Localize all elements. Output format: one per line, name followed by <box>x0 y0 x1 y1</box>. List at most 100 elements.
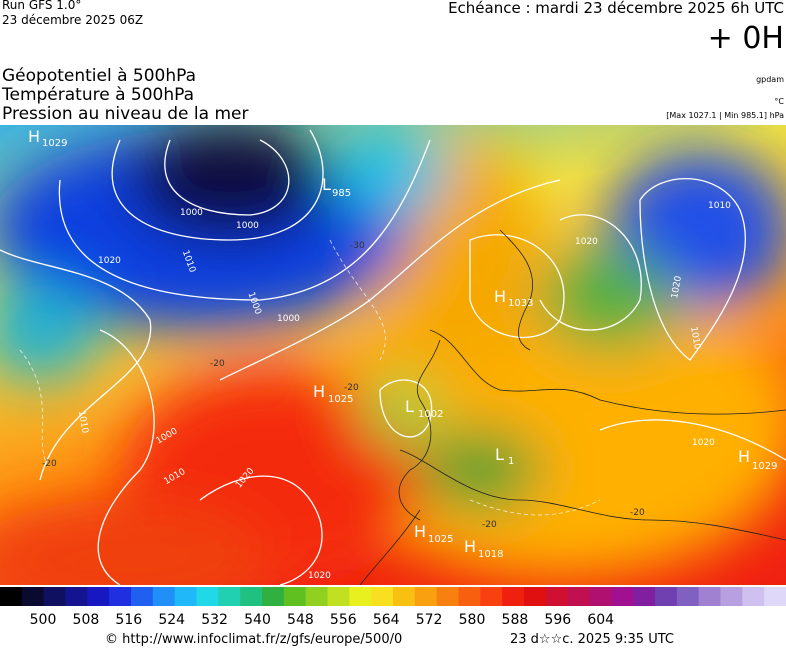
center-value: 1033 <box>508 298 533 309</box>
colorbar-swatch <box>152 587 176 606</box>
colorbar-swatch <box>327 587 350 606</box>
colorbar-swatch <box>545 587 569 606</box>
colorbar-label: 588 <box>502 612 529 628</box>
colorbar-label: 596 <box>544 612 571 628</box>
colorbar-swatch <box>65 587 88 606</box>
temperature-label: -20 <box>210 359 225 369</box>
colorbar-swatch <box>174 587 197 606</box>
temperature-label: -20 <box>344 383 359 393</box>
center-value: 1029 <box>42 138 67 149</box>
forecast-offset: + 0H <box>708 21 784 56</box>
isobar-label: 1000 <box>180 208 203 218</box>
colorbar-label: 572 <box>416 612 443 628</box>
map <box>0 125 786 585</box>
center-value: 1002 <box>418 409 443 420</box>
center-type: H <box>494 287 506 306</box>
isobar-label: 1010 <box>708 201 731 211</box>
pressure-centers: H 1029 L 985 H 1033 H 1025 L 1002 L 1 H … <box>28 127 777 560</box>
colorbar-swatch <box>371 587 394 606</box>
colorbar-label: 548 <box>287 612 314 628</box>
colorbar-swatch <box>218 587 241 606</box>
isobar-label: 1000 <box>277 314 300 324</box>
legend-line: Pression au niveau de la mer <box>2 104 248 124</box>
isobar-label: 1000 <box>236 221 259 231</box>
center-type: L <box>495 445 504 464</box>
colorbar-swatch <box>436 587 459 606</box>
temperature-label: -30 <box>350 241 365 251</box>
center-type: L <box>322 175 331 194</box>
unit: [Max 1027.1 | Min 985.1] hPa <box>666 111 784 120</box>
colorbar-swatch <box>87 587 110 606</box>
colorbar-swatch <box>43 587 66 606</box>
isobar-label: 1020 <box>575 237 598 247</box>
colorbar-swatch <box>589 587 612 606</box>
temperature-label: -20 <box>630 508 645 518</box>
colorbar-swatch <box>524 587 547 606</box>
colorbar-swatch <box>196 587 219 606</box>
colorbar-swatch <box>240 587 263 606</box>
colorbar-swatch <box>611 587 634 606</box>
colorbar-swatch <box>676 587 700 606</box>
center-type: H <box>738 447 750 466</box>
isobar-label: 1010 <box>688 326 702 351</box>
center-value: 1025 <box>428 534 453 545</box>
run-label: Run GFS 1.0° <box>2 0 81 12</box>
center-type: H <box>28 127 40 146</box>
temperature-label: -20 <box>482 520 497 530</box>
colorbar-label: 532 <box>201 612 228 628</box>
isobar-label: 1010 <box>76 410 90 435</box>
colorbar-labels: 500 508 516 524 532 540 548 556 564 572 580 588 596 6… <box>30 612 615 628</box>
legend-line: Température à 500hPa <box>1 85 194 105</box>
unit: gpdam <box>756 75 784 84</box>
colorbar-label: 540 <box>244 612 271 628</box>
center-value: 1025 <box>328 394 353 405</box>
colorbar-swatch <box>480 587 503 606</box>
colorbar-label: 564 <box>373 612 400 628</box>
colorbar-label: 516 <box>115 612 142 628</box>
isobar-label: 1020 <box>98 256 121 266</box>
colorbar-swatch <box>393 587 416 606</box>
colorbar-swatch <box>21 587 45 606</box>
timestamp: 23 d☆☆c. 2025 9:35 UTC <box>510 632 674 647</box>
colorbar-swatch <box>458 587 481 606</box>
colorbar-swatch <box>0 587 23 606</box>
center-value: 1029 <box>752 461 777 472</box>
colorbar-swatch <box>720 587 743 606</box>
colorbar-label: 500 <box>30 612 57 628</box>
source-url: © http://www.infoclimat.fr/z/gfs/europe/… <box>105 632 402 647</box>
colorbar-swatch <box>109 587 132 606</box>
colorbar-label: 508 <box>73 612 100 628</box>
colorbar-swatch <box>655 587 678 606</box>
center-value: 1 <box>508 456 514 467</box>
colorbar-swatch <box>633 587 656 606</box>
center-value: 1018 <box>478 549 503 560</box>
temperature-label: -20 <box>42 459 57 469</box>
colorbar-swatch <box>742 587 765 606</box>
colorbar-label: 580 <box>459 612 486 628</box>
colorbar-swatch <box>131 587 154 606</box>
unit: °C <box>774 97 784 106</box>
colorbar-swatch <box>283 587 307 606</box>
colorbar-swatch <box>567 587 590 606</box>
colorbar-label: 604 <box>587 612 614 628</box>
center-type: H <box>414 522 426 541</box>
run-date: 23 décembre 2025 06Z <box>2 13 143 27</box>
colorbar-label: 524 <box>158 612 185 628</box>
colorbar <box>0 587 786 606</box>
colorbar-swatch <box>764 587 786 606</box>
center-value: 985 <box>332 188 351 199</box>
isobar-label: 1020 <box>308 571 331 581</box>
colorbar-swatch <box>698 587 721 606</box>
isobar-label: 1020 <box>670 275 684 300</box>
colorbar-swatch <box>305 587 328 606</box>
center-type: H <box>313 382 325 401</box>
colorbar-swatch <box>502 587 525 606</box>
isobar-label: 1020 <box>692 438 715 448</box>
legend-line: Géopotentiel à 500hPa <box>2 66 196 86</box>
colorbar-swatch <box>349 587 372 606</box>
temperature-labels: -30 -20 -20 -20 -20 -20 <box>42 241 645 530</box>
center-type: L <box>405 397 414 416</box>
